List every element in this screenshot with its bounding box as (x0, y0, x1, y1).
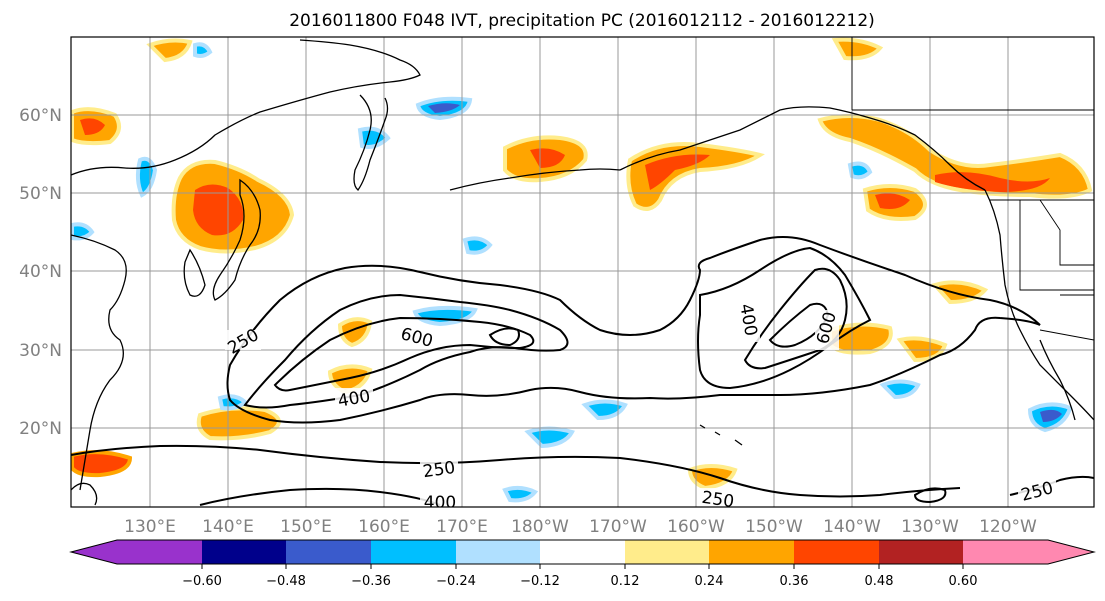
lat-label: 50°N (19, 184, 62, 204)
colorbar-tick-label: 0.36 (780, 574, 809, 589)
precip-patch-2 (327, 364, 373, 395)
colorbar-tick-label: 0.12 (611, 574, 640, 589)
colorbar-segment (371, 540, 456, 564)
lat-label: 20°N (19, 419, 62, 439)
colorbar-extend-low (71, 540, 117, 564)
ivt-contour-600-west (273, 316, 535, 392)
neg-patch-6 (879, 379, 921, 400)
borders (851, 37, 1094, 341)
map-panel: 250 600 400 400 600 250 400 250 250 (71, 37, 1094, 513)
lon-label: 150°W (745, 517, 803, 537)
neg-patch-14 (193, 42, 213, 58)
neg-patch-13 (71, 222, 95, 241)
lon-label: 130°E (124, 517, 176, 537)
coastlines (71, 39, 1094, 506)
coast-hawaii (699, 424, 743, 446)
ivt-contour-600-inner (488, 327, 520, 347)
ivt-contour-400-east (697, 246, 872, 390)
map-title: 2016011800 F048 IVT, precipitation PC (2… (289, 11, 875, 31)
precip-patch-japan-sea-core (193, 184, 244, 236)
colorbar-tick-label: −0.60 (182, 574, 222, 589)
lat-label: 60°N (19, 106, 62, 126)
precip-patch-ne-pac-core (875, 193, 910, 209)
ivt-contour-400-sw (199, 487, 441, 506)
precip-patch-aleutian-core (530, 148, 565, 168)
neg-patch-3-core (1040, 409, 1062, 422)
ivt-contour-250-main (226, 235, 1041, 424)
colorbar-segment (879, 540, 963, 564)
colorbar-tick-label: −0.24 (436, 574, 476, 589)
precip-patch-6 (896, 336, 948, 363)
coast-taiwan-philippines (71, 482, 98, 506)
neg-patch-4 (581, 399, 628, 421)
coast-china-korea (71, 234, 127, 491)
contour-label: 400 (424, 493, 456, 513)
neg-patch-1-core (428, 103, 460, 113)
colorbar-segment (709, 540, 794, 564)
neg-patch-9 (462, 236, 493, 255)
precipitation-shading (71, 37, 1093, 503)
precip-patch-5 (71, 450, 133, 478)
colorbar-outline (69, 539, 1096, 565)
ivt-contour-labels: 250 600 400 400 600 250 400 250 250 (224, 302, 1056, 513)
gridlines (71, 37, 1094, 507)
coast-baja (1039, 339, 1076, 421)
colorbar-tick-label: −0.12 (520, 574, 560, 589)
colorbar-segment (202, 540, 286, 564)
lon-label: 150°E (280, 517, 332, 537)
colorbar-ticks (201, 564, 964, 569)
coast-alaska (619, 106, 986, 191)
ivt-contour-600-east (743, 267, 848, 370)
colorbar-segment (286, 540, 371, 564)
lon-label: 180°W (511, 517, 569, 537)
colorbar-segment (117, 540, 202, 564)
colorbar-segment (456, 540, 540, 564)
lon-label: 140°W (823, 517, 881, 537)
coast-aleutians (449, 168, 621, 191)
colorbar-tick-label: 0.60 (949, 574, 978, 589)
neg-patch-10 (502, 485, 539, 503)
precip-patch-4 (196, 406, 281, 441)
ivt-contour-small-e (913, 487, 947, 504)
colorbar-tick-label: −0.48 (266, 574, 306, 589)
lon-label: 160°E (358, 517, 410, 537)
precip-patch-nw-coast (817, 114, 1093, 199)
colorbar-segment (963, 540, 1048, 564)
precip-patch-gulf-alaska-core (645, 154, 710, 190)
coast-japan (212, 178, 261, 301)
map-frame (70, 36, 1095, 508)
lat-label: 40°N (19, 262, 62, 282)
lon-label: 130°W (901, 517, 959, 537)
ivt-contours (71, 235, 1094, 506)
colorbar-segment (794, 540, 879, 564)
lat-label: 30°N (19, 341, 62, 361)
lon-label: 120°W (979, 517, 1037, 537)
neg-patch-5 (524, 426, 575, 449)
ivt-contour-250-south (71, 444, 961, 498)
coast-asia-north (71, 39, 421, 176)
neg-patch-12 (847, 161, 873, 180)
lon-label: 170°W (589, 517, 647, 537)
colorbar-tick-label: 0.48 (865, 574, 894, 589)
lat-labels: 60°N 50°N 40°N 30°N 20°N (19, 106, 62, 439)
coast-kamchatka (353, 94, 389, 191)
contour-label: 250 (700, 488, 735, 512)
precip-patch-9 (146, 38, 193, 63)
lon-label: 160°W (667, 517, 725, 537)
lon-label: 170°E (436, 517, 488, 537)
colorbar-tick-label: −0.36 (351, 574, 391, 589)
precip-patch-10 (831, 37, 884, 61)
coast-korea-peninsula (183, 248, 206, 297)
lon-labels: 130°E 140°E 150°E 160°E 170°E 180°W 170°… (124, 517, 1037, 537)
precip-patch-okhotsk-core (80, 118, 105, 135)
colorbar-tick-label: 0.24 (695, 574, 724, 589)
coast-north-america (984, 189, 1094, 421)
colorbar-segment (625, 540, 709, 564)
colorbar-extend-high (1048, 540, 1094, 564)
contour-label: 250 (422, 458, 457, 482)
lon-label: 140°E (202, 517, 254, 537)
colorbar: −0.60 −0.48 −0.36 −0.24 −0.12 0.12 0.24 … (69, 539, 1096, 589)
colorbar-segment (540, 540, 625, 564)
